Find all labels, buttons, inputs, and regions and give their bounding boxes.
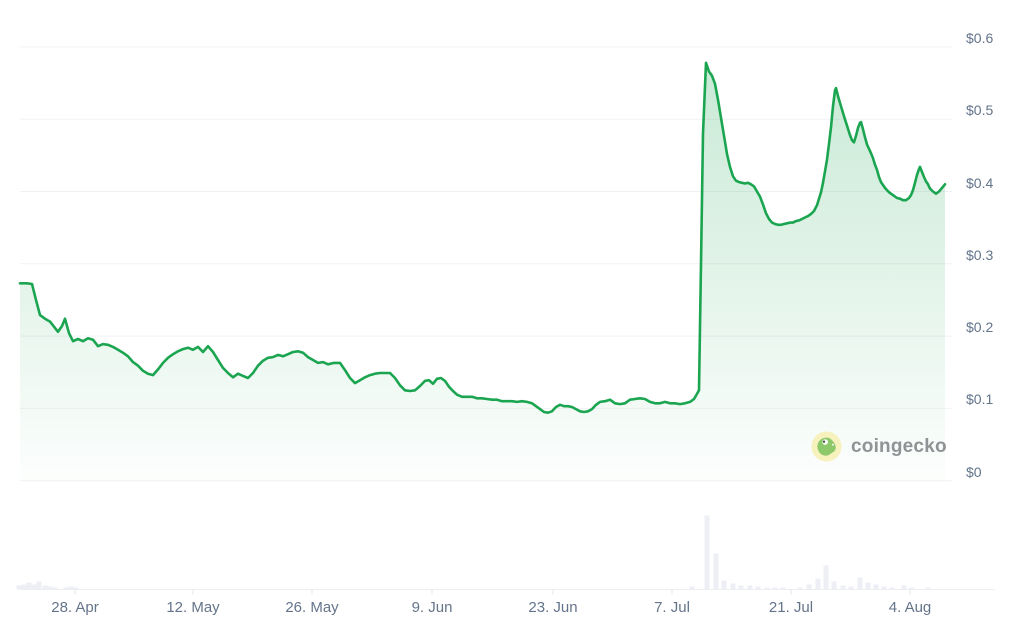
volume-bar bbox=[52, 587, 58, 590]
x-axis-label: 26. May bbox=[285, 599, 339, 616]
coingecko-logo-icon bbox=[811, 431, 842, 462]
volume-bar bbox=[47, 586, 53, 590]
x-axis-label: 12. May bbox=[166, 599, 220, 616]
volume-bar bbox=[21, 584, 27, 590]
x-axis-label: 4. Aug bbox=[888, 599, 932, 616]
volume-bar bbox=[909, 587, 915, 590]
volume-bar bbox=[889, 587, 895, 590]
volume-bar bbox=[764, 587, 770, 590]
x-axis-label: 21. Jul bbox=[768, 599, 814, 616]
volume-bar bbox=[747, 585, 753, 590]
volume-bar bbox=[738, 585, 744, 590]
volume-bar bbox=[873, 584, 879, 590]
y-axis-label: $0 bbox=[966, 463, 982, 480]
y-axis-label: $0.1 bbox=[966, 391, 994, 408]
volume-bar bbox=[73, 587, 79, 590]
volume-bar bbox=[721, 580, 727, 590]
volume-bar bbox=[704, 515, 710, 590]
volume-bar bbox=[823, 565, 829, 590]
coingecko-watermark: coingecko bbox=[811, 431, 947, 462]
volume-bar bbox=[689, 586, 695, 590]
coingecko-wordmark: coingecko bbox=[851, 436, 947, 457]
volume-bar bbox=[901, 585, 907, 590]
y-axis-label: $0.3 bbox=[966, 246, 994, 263]
volume-bar bbox=[815, 578, 821, 590]
y-axis-label: $0.2 bbox=[966, 319, 994, 336]
volume-bar bbox=[26, 582, 32, 590]
volume-bar bbox=[780, 587, 786, 590]
volume-bar bbox=[730, 583, 736, 590]
volume-bar bbox=[755, 586, 761, 590]
volume-bar bbox=[840, 585, 846, 590]
price-line bbox=[18, 61, 947, 414]
price-area-fill bbox=[20, 62, 945, 481]
volume-bar bbox=[806, 584, 812, 590]
volume-bar bbox=[63, 587, 69, 590]
volume-bar bbox=[925, 587, 931, 590]
volume-bar bbox=[857, 577, 863, 590]
x-axis-label: 23. Jun bbox=[528, 599, 578, 616]
volume-bar bbox=[881, 586, 887, 590]
x-axis-label: 7. Jul bbox=[654, 599, 690, 616]
y-axis-label: $0.5 bbox=[966, 102, 994, 119]
y-axis-label: $0.6 bbox=[966, 29, 994, 46]
volume-bar bbox=[865, 582, 871, 590]
volume-bar bbox=[68, 586, 74, 590]
volume-bar bbox=[36, 581, 42, 590]
volume-bar bbox=[713, 553, 719, 590]
y-axis-label: $0.4 bbox=[966, 174, 994, 191]
volume-bar bbox=[831, 581, 837, 590]
x-axis-label: 9. Jun bbox=[411, 599, 453, 616]
volume-bar bbox=[797, 587, 803, 590]
volume-bar bbox=[16, 585, 22, 590]
volume-bar bbox=[848, 586, 854, 590]
volume-bar bbox=[42, 585, 48, 590]
volume-bar bbox=[772, 587, 778, 590]
volume-bar bbox=[31, 584, 37, 590]
x-axis-label: 28. Apr bbox=[51, 599, 99, 616]
